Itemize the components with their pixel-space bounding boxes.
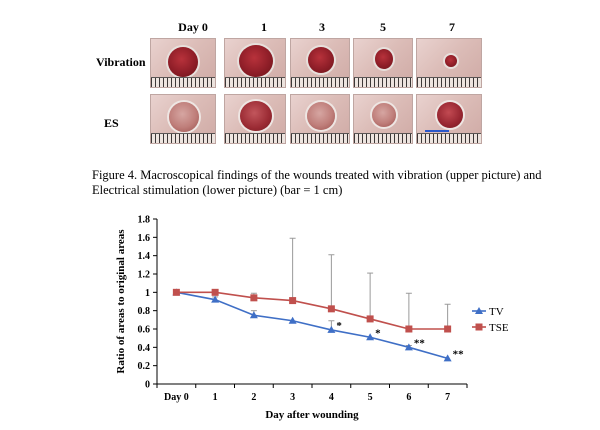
series-tse xyxy=(172,237,452,333)
series-line xyxy=(176,291,448,360)
data-point xyxy=(405,325,413,333)
wound-area xyxy=(437,102,463,128)
legend-item-tse: TSE xyxy=(472,322,509,334)
data-point xyxy=(288,316,297,324)
column-label-day3: 3 xyxy=(319,20,325,34)
data-point xyxy=(327,305,335,313)
column-label-day7: 7 xyxy=(449,20,455,34)
ruler xyxy=(225,133,285,143)
x-tick-label: Day 0 xyxy=(164,392,189,403)
wound-area xyxy=(445,55,457,67)
data-point xyxy=(366,333,375,341)
x-tick-label: 4 xyxy=(329,392,334,403)
wound-photo-es-day5 xyxy=(353,94,413,144)
y-tick-label: 0.4 xyxy=(138,343,151,354)
data-point xyxy=(443,354,452,362)
chart-axes: 0 0.2 0.4 0.6 0.8 1 1.2 1.4 1.6 1.8 Day 0 1 2 3 4 5 6 7 Da… xyxy=(115,215,468,421)
wound-area xyxy=(168,47,198,77)
wound-area xyxy=(307,102,335,130)
ruler xyxy=(151,77,215,87)
wound-photo-es-day7 xyxy=(416,94,482,144)
data-point xyxy=(404,343,413,351)
y-tick-label: 1.8 xyxy=(138,215,151,226)
wound-photo-vibration-day5 xyxy=(353,38,413,88)
x-tick-label: 2 xyxy=(251,392,256,403)
wound-area xyxy=(308,47,334,73)
wound-photo-vibration-day0 xyxy=(150,38,216,88)
wound-photo-es-day1 xyxy=(224,94,286,144)
data-point xyxy=(249,311,258,319)
data-point xyxy=(172,288,180,296)
x-tick-label: 7 xyxy=(445,392,450,403)
wound-area xyxy=(169,102,199,132)
ruler xyxy=(354,133,412,143)
ruler xyxy=(291,77,349,87)
x-tick-label: 5 xyxy=(368,392,373,403)
legend-marker xyxy=(475,323,483,331)
significance-label: ** xyxy=(453,348,465,360)
significance-label: * xyxy=(375,327,381,339)
ruler xyxy=(151,133,215,143)
legend-label: TSE xyxy=(489,322,509,334)
wound-photo-vibration-day1 xyxy=(224,38,286,88)
wound-photo-es-day3 xyxy=(290,94,350,144)
data-point xyxy=(211,295,220,303)
legend-label: TV xyxy=(489,306,504,318)
figure-caption: Figure 4. Macroscopical findings of the … xyxy=(92,168,542,197)
column-label-day5: 5 xyxy=(380,20,386,34)
series-line xyxy=(176,291,448,330)
data-point xyxy=(327,325,336,333)
x-tick-label: 6 xyxy=(406,392,411,403)
y-tick-label: 1.6 xyxy=(138,233,151,244)
x-axis-label: Day after wounding xyxy=(265,409,359,421)
row-label-vibration: Vibration xyxy=(96,55,146,69)
column-label-day1: 1 xyxy=(261,20,267,34)
significance-label: * xyxy=(336,320,342,332)
data-point xyxy=(211,288,219,296)
data-point xyxy=(250,294,258,302)
ruler xyxy=(417,133,481,143)
x-tick-label: 3 xyxy=(290,392,295,403)
chart-legend: TV TSE xyxy=(472,306,509,334)
series-tv: ****** xyxy=(172,288,465,362)
ruler xyxy=(291,133,349,143)
row-label-es: ES xyxy=(104,116,119,130)
ruler xyxy=(417,77,481,87)
y-tick-label: 0.6 xyxy=(138,325,151,336)
significance-label: ** xyxy=(414,337,426,349)
y-axis-label: Ratio of areas to original areas xyxy=(115,229,127,374)
data-point xyxy=(289,297,297,305)
wound-photo-vibration-day3 xyxy=(290,38,350,88)
y-tick-label: 1.2 xyxy=(138,270,151,281)
data-point xyxy=(366,315,374,323)
ruler xyxy=(225,77,285,87)
wound-area xyxy=(372,103,396,127)
legend-marker xyxy=(475,307,483,314)
wound-area xyxy=(240,101,272,131)
scale-bar xyxy=(425,130,449,132)
ruler xyxy=(354,77,412,87)
data-point xyxy=(444,325,452,333)
chart-series: ****** xyxy=(172,237,465,362)
y-tick-label: 1 xyxy=(145,288,150,299)
x-tick-label: 1 xyxy=(213,392,218,403)
wound-photo-vibration-day7 xyxy=(416,38,482,88)
wound-area xyxy=(239,45,273,77)
y-tick-label: 0.2 xyxy=(138,361,151,372)
y-tick-label: 0 xyxy=(145,380,150,391)
column-label-day0: Day 0 xyxy=(178,20,208,34)
y-tick-label: 0.8 xyxy=(138,306,151,317)
wound-area xyxy=(375,49,393,69)
legend-item-tv: TV xyxy=(472,306,504,318)
wound-photo-es-day0 xyxy=(150,94,216,144)
y-tick-label: 1.4 xyxy=(138,251,151,262)
